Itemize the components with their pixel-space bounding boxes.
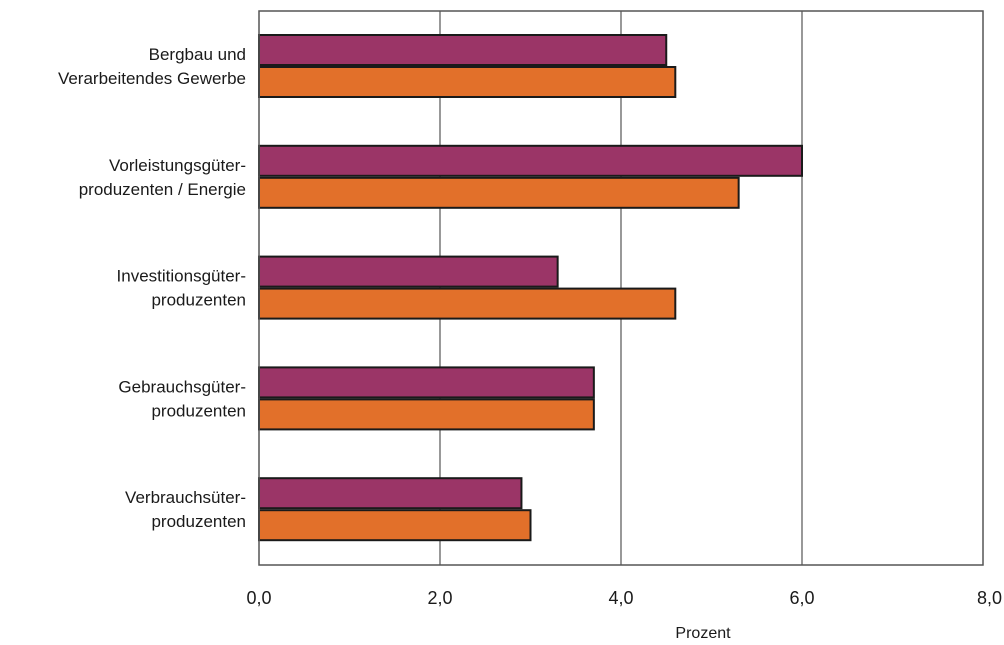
x-tick-label: 4,0 [608,588,633,608]
bar-series-1 [258,366,595,399]
bar-series-2 [258,509,532,542]
category-label: Investitionsgüter- [117,267,246,286]
category-label: Verbrauchsüter- [125,488,246,507]
plot-frame [258,10,984,566]
category-label: produzenten [151,401,246,420]
plot-border [258,10,984,566]
category-label: Vorleistungsgüter- [109,156,246,175]
x-tick-label: 2,0 [427,588,452,608]
bar-series-1 [258,34,668,66]
x-tick-label: 8,0 [977,588,1002,608]
category-label: Gebrauchsgüter- [118,377,246,396]
bar-series-2 [258,287,677,320]
category-label: produzenten [151,291,246,310]
bar-series-1 [258,255,559,288]
x-tick-label: 6,0 [789,588,814,608]
category-label: Verarbeitendes Gewerbe [58,69,246,88]
x-tick-label: 0,0 [246,588,271,608]
bar-series-2 [258,176,740,209]
bar-series-1 [258,144,803,177]
category-label: produzenten / Energie [79,180,246,199]
bars [258,34,803,542]
bar-series-2 [258,66,677,98]
category-label: Bergbau und [149,45,246,64]
category-label: produzenten [151,512,246,531]
category-labels: Bergbau und Verarbeitendes Gewerbe Vorleis… [58,45,246,531]
bar-series-1 [258,477,523,510]
x-tick-labels: 0,0 2,0 4,0 6,0 8,0 [246,588,1002,608]
bar-series-2 [258,398,595,431]
x-axis-title: Prozent [675,625,731,642]
